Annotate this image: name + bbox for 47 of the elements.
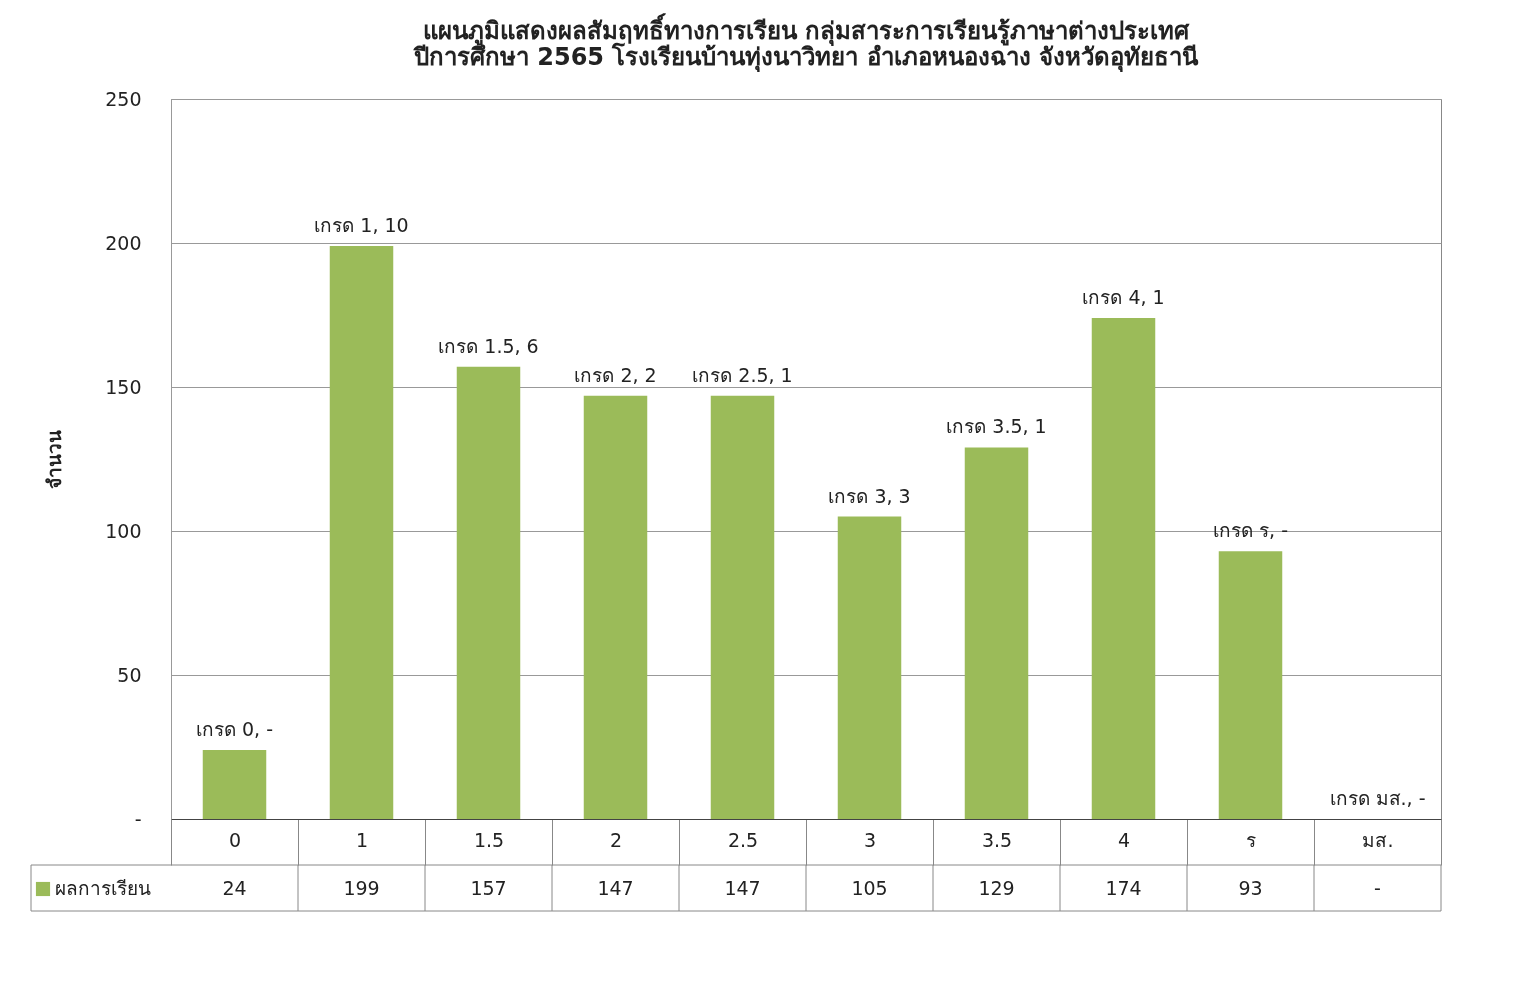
x-tick-label: 3.5 xyxy=(981,828,1013,851)
data-label: 174 xyxy=(1105,877,1142,899)
bar xyxy=(837,516,902,819)
data-label: 199 xyxy=(343,877,380,899)
x-tick-label: 3 xyxy=(863,828,877,851)
data-label: 147 xyxy=(597,877,634,899)
data-label: 147 xyxy=(724,877,761,899)
annotation: เกรด 2.5, 1 xyxy=(692,363,793,386)
data-label: 105 xyxy=(851,877,888,899)
annotation: เกรด 3.5, 1 xyxy=(946,415,1047,438)
data-label: 93 xyxy=(1238,877,1263,899)
x-tick-label: มส. xyxy=(1362,828,1394,851)
x-tick-label: 2 xyxy=(609,828,623,851)
annotation: เกรด 4, 1 xyxy=(1082,285,1165,308)
y-tick-label: 250 xyxy=(105,87,142,110)
y-tick-label: 200 xyxy=(105,231,142,254)
annotation: เกรด 0, - xyxy=(195,717,274,740)
y-tick-label: 50 xyxy=(117,663,142,686)
data-label: 157 xyxy=(470,877,507,899)
annotation: เกรด 1.5, 6 xyxy=(438,334,539,357)
bar xyxy=(202,749,267,819)
bar xyxy=(964,447,1029,819)
bar xyxy=(710,395,775,819)
annotation: เกรด 1, 10 xyxy=(314,213,409,236)
x-tick-label: 4 xyxy=(1117,828,1131,851)
x-tick-label: ร xyxy=(1246,828,1256,851)
legend-label: ผลการเรียน xyxy=(55,877,151,899)
data-label: - xyxy=(1374,877,1381,899)
y-axis-title: จำนวน xyxy=(43,430,66,489)
y-tick-label: 100 xyxy=(105,519,142,542)
bar xyxy=(456,366,521,819)
x-tick-label: 0 xyxy=(228,828,242,851)
annotation: เกรด 2, 2 xyxy=(574,363,657,386)
x-tick-label: 1 xyxy=(355,828,369,851)
annotation: เกรด 3, 3 xyxy=(828,484,911,507)
y-tick-label: - xyxy=(134,807,142,830)
bar xyxy=(1218,551,1283,819)
data-label: 24 xyxy=(222,877,247,899)
bar xyxy=(583,395,648,819)
x-tick-label: 2.5 xyxy=(727,828,759,851)
bar xyxy=(329,245,394,819)
y-tick-label: 150 xyxy=(105,375,142,398)
annotation: เกรด ร, - xyxy=(1213,519,1288,542)
annotation: เกรด มส., - xyxy=(1329,787,1426,809)
data-label: 129 xyxy=(978,877,1015,899)
bar xyxy=(1091,317,1156,819)
x-tick-label: 1.5 xyxy=(473,828,505,851)
